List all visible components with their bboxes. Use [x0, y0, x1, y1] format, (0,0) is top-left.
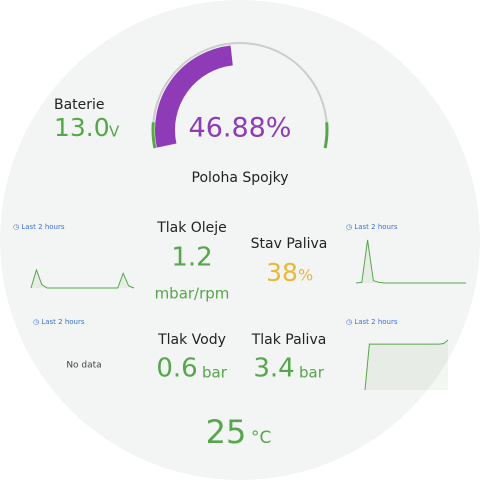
time-range: ◷ Last 2 hours: [346, 223, 398, 231]
time-range: ◷ Last 2 hours: [346, 318, 398, 326]
sparkline-area: [365, 340, 448, 390]
time-range: ◷ Last 2 hours: [13, 223, 65, 231]
gauge-title: Poloha Spojky: [192, 170, 289, 186]
gauge-threshold: [151, 122, 157, 149]
battery-value: 13.0: [54, 113, 110, 142]
battery-unit: V: [109, 123, 120, 141]
gauge-threshold: [323, 122, 329, 149]
stat-value: 3.4: [253, 354, 294, 384]
stat-value: 1.2: [171, 243, 212, 273]
temp-value: 25: [206, 413, 247, 451]
stat-title: Stav Paliva: [251, 236, 328, 252]
stat-unit: bar: [202, 364, 228, 382]
temp-unit: °C: [251, 428, 271, 448]
no-data: No data: [66, 361, 101, 371]
sparkline-area: [31, 270, 134, 288]
stat-value: 38: [266, 258, 298, 287]
stat-title: Tlak Oleje: [156, 220, 227, 236]
sparkline: [30, 268, 135, 289]
gauge: [151, 42, 329, 149]
gauge-value: 46.88%: [189, 113, 292, 144]
stat-title: Tlak Paliva: [251, 332, 327, 348]
stat-title: Tlak Vody: [157, 332, 226, 348]
stat-value: 0.6: [156, 354, 197, 384]
stat-unit: bar: [299, 364, 325, 382]
gauge-track: [152, 42, 328, 149]
time-range: ◷ Last 2 hours: [33, 318, 85, 326]
gauge-fill: [155, 45, 234, 148]
sparkline: [364, 339, 449, 391]
stat-unit: %: [298, 266, 313, 285]
sparkline: [355, 239, 466, 284]
stat-unit: mbar/rpm: [155, 285, 230, 303]
battery-title: Baterie: [54, 97, 105, 113]
